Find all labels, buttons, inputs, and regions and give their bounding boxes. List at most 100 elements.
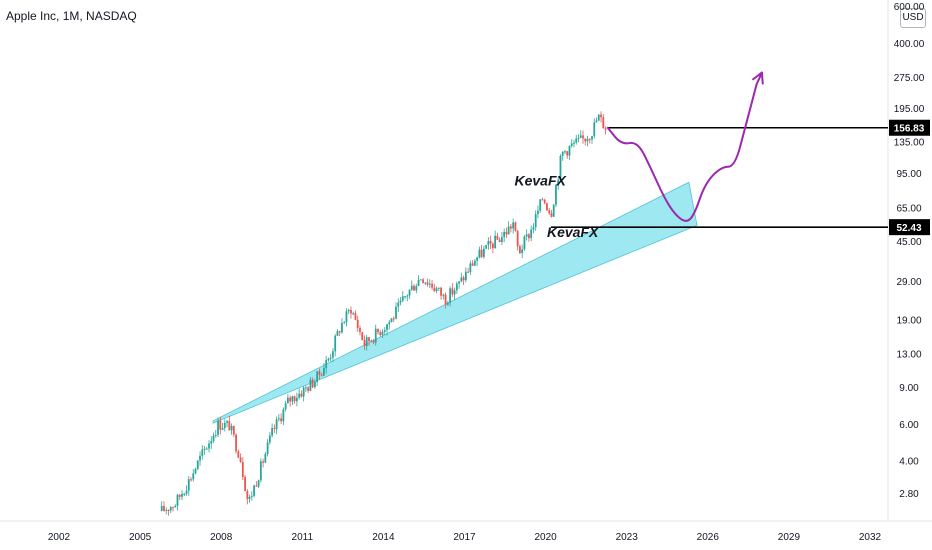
candle-body xyxy=(318,371,321,375)
candle-body xyxy=(559,156,562,180)
candle-body xyxy=(320,374,323,376)
annotation-text-layer: KevaFX KevaFX xyxy=(515,172,600,240)
candle-body xyxy=(433,287,436,291)
candle-body xyxy=(160,506,163,511)
candle-body xyxy=(568,146,571,156)
candle-body xyxy=(417,279,420,287)
candle-body xyxy=(487,240,490,246)
candle-body xyxy=(530,229,533,239)
candle-body xyxy=(271,427,274,436)
time-tick-label: 2014 xyxy=(372,532,395,543)
candle-body xyxy=(426,282,429,285)
candle-body xyxy=(514,222,517,232)
price-axis: 600.00 400.00 275.00 195.00 135.00 95.00 65.00… xyxy=(887,0,925,521)
candle-body xyxy=(248,496,251,499)
candle-body xyxy=(239,457,242,463)
candle-body xyxy=(566,151,569,156)
candle-body xyxy=(325,360,328,369)
candle-body xyxy=(363,339,366,346)
price-tick-label: 19.00 xyxy=(896,315,921,326)
candle-body xyxy=(570,143,573,147)
candle-body xyxy=(165,510,168,512)
candle-body xyxy=(244,476,246,492)
candle-body xyxy=(413,285,415,291)
candle-body xyxy=(584,138,587,142)
candle-body xyxy=(374,328,377,343)
candle-body xyxy=(491,243,494,248)
candle-body xyxy=(460,277,463,282)
candle-body xyxy=(591,136,593,140)
price-tick-label: 2.80 xyxy=(899,489,919,500)
candle-body xyxy=(205,448,208,450)
candle-body xyxy=(604,128,607,130)
candle-body xyxy=(379,332,382,336)
candle-body xyxy=(390,318,393,323)
candle-body xyxy=(442,294,445,296)
candle-body xyxy=(338,331,341,333)
candle-body xyxy=(422,279,424,284)
candle-body xyxy=(280,418,283,422)
candle-body xyxy=(253,485,255,496)
candle-body xyxy=(575,138,578,143)
candle-body xyxy=(187,479,190,491)
candle-body xyxy=(368,337,370,342)
candle-body xyxy=(525,234,528,237)
price-level-tag xyxy=(889,119,930,136)
candle-body xyxy=(586,139,589,142)
candle-body xyxy=(212,435,215,441)
candle-body xyxy=(174,505,177,508)
price-level-label: 52.43 xyxy=(896,223,921,234)
candle-body xyxy=(332,351,334,358)
time-tick-label: 2017 xyxy=(453,532,476,543)
candle-body xyxy=(377,328,379,333)
candle-body xyxy=(546,203,548,211)
candle-body xyxy=(593,122,596,137)
candle-body xyxy=(467,271,470,273)
candle-body xyxy=(388,322,391,325)
candle-body xyxy=(307,387,310,391)
candle-body xyxy=(510,226,512,229)
candle-body xyxy=(557,179,560,186)
candle-body xyxy=(289,397,292,402)
candle-body xyxy=(237,451,240,458)
candle-body xyxy=(600,114,602,118)
candle-body xyxy=(169,507,172,511)
candle-body xyxy=(250,495,253,497)
price-level-tag xyxy=(889,219,930,236)
candle-body xyxy=(372,340,375,343)
candle-body xyxy=(480,249,483,257)
candle-body xyxy=(404,296,406,298)
candle-body xyxy=(167,510,170,512)
candle-body xyxy=(602,117,605,129)
candle-body xyxy=(532,227,535,230)
price-tick-label: 400.00 xyxy=(894,39,925,50)
candle-body xyxy=(485,245,488,249)
time-tick-label: 2005 xyxy=(129,532,152,543)
candle-body xyxy=(588,139,591,141)
candle-body xyxy=(370,340,373,342)
candle-body xyxy=(392,318,395,320)
candle-body xyxy=(273,427,276,429)
candle-body xyxy=(223,422,226,429)
candles-layer xyxy=(160,111,607,516)
projection-path xyxy=(606,83,758,222)
candle-body xyxy=(449,288,451,303)
candle-body xyxy=(228,421,231,431)
candle-body xyxy=(471,263,474,266)
projection-arrow-head xyxy=(752,71,764,85)
candle-body xyxy=(291,396,294,402)
candle-body xyxy=(334,335,337,352)
candle-body xyxy=(259,461,262,481)
candle-body xyxy=(552,204,555,217)
candle-body xyxy=(246,491,249,499)
price-tick-label: 65.00 xyxy=(896,204,921,215)
candle-body xyxy=(489,240,492,244)
candle-body xyxy=(208,443,210,449)
candle-body xyxy=(199,455,201,461)
candle-body xyxy=(561,151,564,157)
currency-badge[interactable]: USD xyxy=(900,8,926,28)
candle-body xyxy=(183,493,186,495)
candle-body xyxy=(401,296,404,301)
